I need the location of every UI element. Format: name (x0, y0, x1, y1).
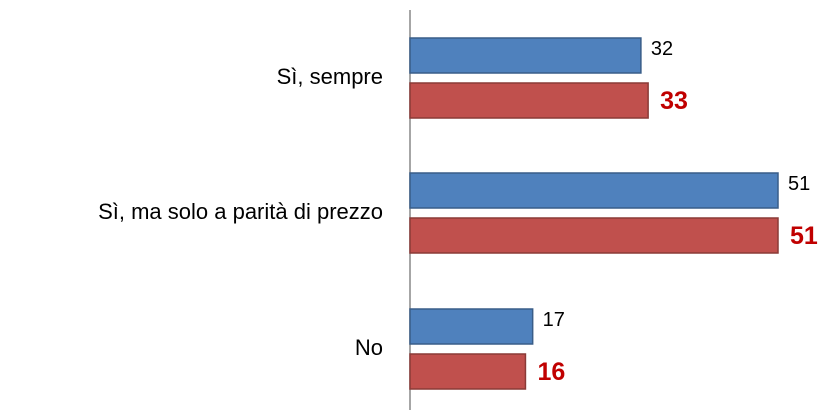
category-label: No (355, 335, 383, 360)
bar (409, 82, 649, 119)
value-label: 33 (660, 87, 688, 115)
bar (409, 353, 527, 390)
bar (409, 37, 642, 74)
value-label: 51 (790, 222, 818, 250)
category-label: Sì, sempre (277, 64, 383, 89)
value-label: 32 (651, 38, 673, 60)
category-label: Sì, ma solo a parità di prezzo (98, 199, 383, 224)
bar (409, 217, 779, 254)
bar (409, 308, 534, 345)
value-label: 16 (537, 358, 565, 386)
value-label: 17 (543, 309, 565, 331)
bar (409, 172, 779, 209)
value-label: 51 (788, 173, 810, 195)
